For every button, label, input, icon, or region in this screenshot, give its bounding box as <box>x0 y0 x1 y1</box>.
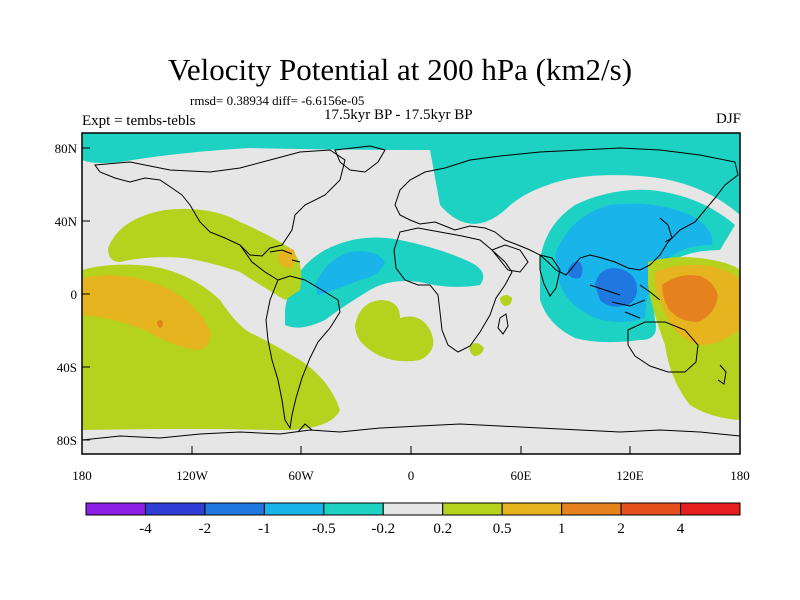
contour-southern-africa-green <box>469 343 484 356</box>
contour-east-africa-green <box>500 295 512 306</box>
longitude-tick-labels: 180 120W 60W 0 60E 120E 180 <box>72 468 750 483</box>
contour-asia-blue <box>555 203 713 322</box>
coastline-greenland <box>334 145 386 173</box>
coastline-madagascar <box>497 313 509 335</box>
experiment-label: Expt = tembs-tebls <box>82 113 196 129</box>
figure-title: Velocity Potential at 200 hPa (km2/s) <box>167 52 633 87</box>
axis-ticks <box>81 147 741 454</box>
coastline-south-america <box>265 275 341 430</box>
lon-tick-60e: 60E <box>511 468 532 483</box>
colorbar-swatch-5 <box>382 502 444 516</box>
period-label: 17.5kyr BP - 17.5kyr BP <box>324 107 473 123</box>
colorbar <box>85 502 741 516</box>
lat-tick-80n: 80N <box>55 141 78 156</box>
colorbar-label-5: 0.2 <box>433 521 452 537</box>
colorbar-swatch-10 <box>680 502 741 516</box>
colorbar-label-6: 0.5 <box>493 521 512 537</box>
coastline-antarctica <box>82 423 740 441</box>
coastline-india <box>539 254 561 297</box>
coastline-japan <box>659 217 673 243</box>
colorbar-swatch-3 <box>263 502 325 516</box>
contour-atlantic-blue <box>315 251 385 295</box>
lon-tick-0: 0 <box>408 468 415 483</box>
contour-pacific-green <box>108 208 302 300</box>
stats-line: rmsd= 0.38934 diff= -6.6156e-05 <box>190 93 365 108</box>
lat-tick-40n: 40N <box>55 214 78 229</box>
colorbar-label-9: 4 <box>677 521 685 537</box>
coastline-eurasia <box>394 147 739 276</box>
coastline-maritime-continent <box>589 284 661 319</box>
lat-tick-40s: 40S <box>57 360 77 375</box>
latitude-tick-labels: 80N 40N 0 40S 80S <box>55 141 78 448</box>
lon-tick-120e: 120E <box>616 468 644 483</box>
colorbar-label-0: -4 <box>139 521 152 537</box>
coastline-arabia <box>491 244 529 273</box>
colorbar-swatch-0 <box>85 502 146 516</box>
coastline-caribbean <box>269 249 301 263</box>
colorbar-label-4: -0.2 <box>371 521 395 537</box>
colorbar-swatch-4 <box>323 502 384 516</box>
contour-fills <box>82 133 740 431</box>
contour-asia-core-small <box>568 261 583 279</box>
contour-west-pacific-core <box>662 275 718 322</box>
colorbar-swatch-9 <box>620 502 682 516</box>
lat-tick-0: 0 <box>71 287 78 302</box>
colorbar-swatch-8 <box>561 502 622 516</box>
colorbar-swatch-7 <box>501 502 563 516</box>
colorbar-label-1: -2 <box>199 521 212 537</box>
colorbar-swatch-1 <box>144 502 206 516</box>
colorbar-label-7: 1 <box>558 521 566 537</box>
coastline-new-zealand <box>717 364 727 385</box>
colorbar-label-3: -0.5 <box>312 521 336 537</box>
lon-tick-180w: 180 <box>72 468 92 483</box>
colorbar-labels: -4 -2 -1 -0.5 -0.2 0.2 0.5 1 2 4 <box>139 521 685 537</box>
contour-pacific-dot <box>157 320 163 328</box>
coastline-australia <box>627 321 699 373</box>
contour-pacific-orange <box>82 275 211 350</box>
contour-south-atlantic-green <box>355 300 434 362</box>
lon-tick-180e: 180 <box>730 468 750 483</box>
contour-asia-core <box>595 268 637 307</box>
colorbar-label-8: 2 <box>617 521 625 537</box>
lat-tick-80s: 80S <box>57 433 77 448</box>
lon-tick-120w: 120W <box>176 468 209 483</box>
coastline-antarctic-peninsula <box>297 423 313 433</box>
contour-arctic-north <box>82 133 740 224</box>
coastline-north-america <box>94 149 346 257</box>
coastline-central-america <box>239 244 279 281</box>
coastline-africa <box>393 227 513 353</box>
lon-tick-60w: 60W <box>288 468 314 483</box>
season-label: DJF <box>715 111 741 127</box>
colorbar-swatch-2 <box>204 502 265 516</box>
colorbar-swatch-6 <box>442 502 503 516</box>
colorbar-label-2: -1 <box>258 521 271 537</box>
coastlines <box>82 145 740 441</box>
